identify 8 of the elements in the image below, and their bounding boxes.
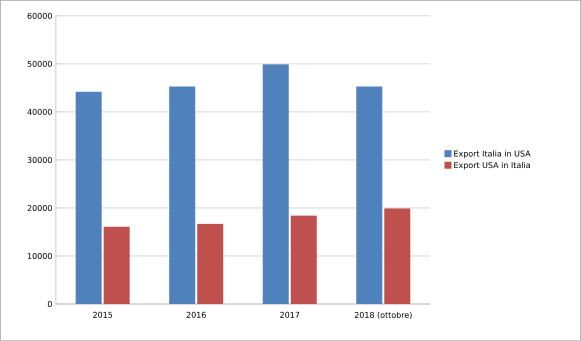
bar <box>262 64 289 304</box>
bar <box>356 86 382 304</box>
bar <box>384 208 410 304</box>
bar <box>197 224 224 304</box>
bar <box>104 226 130 304</box>
bar <box>290 216 317 304</box>
bar <box>76 92 102 304</box>
bar <box>169 86 196 304</box>
